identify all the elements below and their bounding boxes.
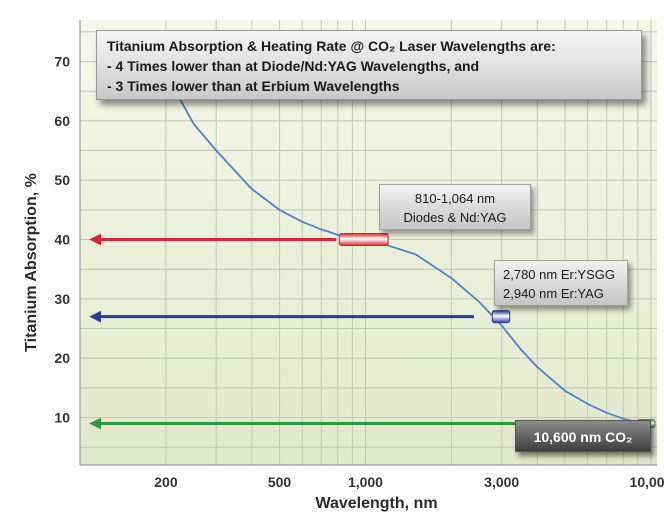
y-tick-label: 60 [54,113,70,129]
band-label-line: Diodes & Nd:YAG [403,210,507,225]
y-tick-label: 40 [54,232,70,248]
band-label-erbium: 2,780 nm Er:YSGG 2,940 nm Er:YAG [494,260,628,306]
band-label-line: 810-1,064 nm [414,191,496,206]
band-label-line: 2,940 nm Er:YAG [503,286,604,301]
chart-title-line: - 3 Times lower than at Erbium Wavelengt… [107,78,400,94]
x-tick-label: 3,000 [484,474,519,490]
band-label-line: 10,600 nm CO₂ [533,429,633,445]
x-axis-label: Wavelength, nm [315,495,437,512]
x-tick-label: 1,000 [348,474,383,490]
x-tick-label: 500 [268,474,292,490]
band-label-line: 2,780 nm Er:YSGG [503,267,615,282]
x-tick-label: 10,000 [630,474,664,490]
chart-title-line: - 4 Times lower than at Diode/Nd:YAG Wav… [107,58,480,74]
y-tick-label: 30 [54,291,70,307]
y-tick-label: 20 [54,350,70,366]
y-tick-label: 50 [54,172,70,188]
y-tick-label: 70 [54,54,70,70]
band-label-diode: 810-1,064 nm Diodes & Nd:YAG [379,184,531,230]
chart-title-line: Titanium Absorption & Heating Rate @ CO₂… [107,38,556,54]
y-axis-label: Titanium Absorption, % [23,173,40,352]
absorption-curve [144,31,652,426]
wavelength-band [338,233,389,247]
y-tick-label: 10 [54,410,70,426]
band-label-co2: 10,600 nm CO₂ [515,420,651,452]
chart-title-box: Titanium Absorption & Heating Rate @ CO₂… [96,30,642,100]
x-tick-label: 200 [154,474,178,490]
wavelength-band [491,310,511,324]
